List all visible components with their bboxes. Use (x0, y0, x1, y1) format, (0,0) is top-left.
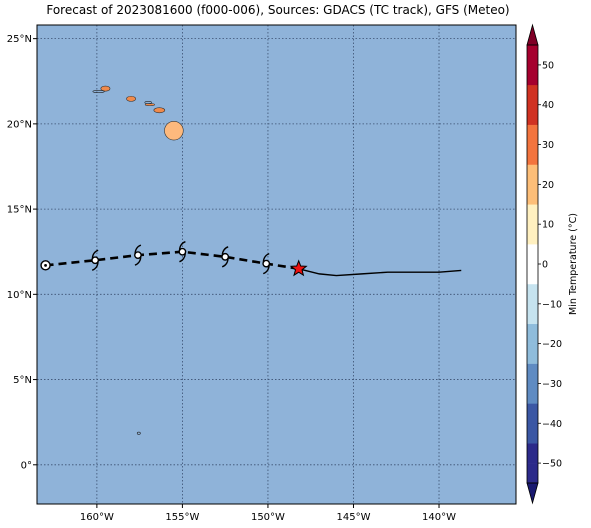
colorbar-band (527, 104, 538, 125)
colorbar-band (527, 423, 538, 444)
island-shape (153, 107, 166, 114)
lat-tick-label: 15°N (7, 205, 32, 216)
colorbar-band (527, 45, 538, 66)
lon-tick-label: 155°W (165, 512, 199, 523)
colorbar-title: Min Temperature (°C) (568, 213, 579, 315)
lon-tick-label: 150°W (251, 512, 285, 523)
hurricane-eye (178, 247, 187, 256)
axis-ticks: 160°W 155°W 150°W 145°W 140°W 25°N 20°N 15°N 10°… (7, 34, 456, 523)
hurricane-arm-top (134, 244, 142, 255)
hurricane-arm-bottom (91, 261, 99, 271)
islet-outline (144, 101, 152, 105)
colorbar-band (527, 303, 538, 325)
observed-track-line (298, 268, 462, 277)
colorbar-tick-label: −50 (542, 459, 562, 470)
colorbar-tick-label: −10 (542, 299, 562, 310)
map-title: Forecast of 2023081600 (f000-006), Sourc… (46, 3, 510, 17)
colorbar-band (527, 244, 538, 265)
hurricane-eye (221, 252, 230, 261)
colorbar: −50 −40 −30 −20 −10 0 10 20 30 40 50 Min Temperatur… (526, 23, 579, 505)
lon-tick-label: 140°W (422, 512, 456, 523)
circle-marker-center (44, 263, 47, 267)
colorbar-band (527, 184, 538, 205)
hurricane-symbol-icon (178, 241, 187, 263)
hurricane-arm-bottom (221, 257, 229, 268)
hurricane-arm-bottom (179, 252, 186, 263)
hurricane-symbol-icon (262, 252, 271, 275)
hurricane-arm-top (91, 249, 99, 260)
colorbar-tick-label: −20 (542, 339, 562, 350)
cyclone-track (40, 241, 462, 277)
island-shape (126, 95, 137, 102)
colorbar-band (527, 323, 538, 344)
colorbar-band (527, 343, 538, 364)
hurricane-arm-top (262, 252, 270, 263)
colorbar-band (527, 224, 538, 245)
hurricane-arm-bottom (262, 264, 270, 275)
lat-tick-label: 20°N (7, 119, 32, 130)
land-masses (92, 85, 184, 435)
hurricane-eye (262, 259, 271, 268)
colorbar-band (527, 443, 538, 464)
hurricane-eye (91, 256, 100, 265)
colorbar-band (527, 204, 538, 225)
hurricane-arm-bottom (134, 256, 142, 266)
lat-tick-label: 10°N (7, 290, 32, 301)
hurricane-arm-top (178, 241, 186, 251)
ocean-background (37, 25, 516, 504)
colorbar-band (527, 264, 538, 285)
colorbar-band (527, 64, 538, 86)
colorbar-tick-label: 40 (542, 100, 554, 111)
island-shape (100, 85, 111, 92)
colorbar-band (527, 84, 538, 106)
colorbar-band (527, 164, 538, 185)
lat-tick-label: 5°N (13, 375, 32, 386)
hurricane-arm-top (221, 246, 229, 256)
colorbar-tick-label: −30 (542, 379, 562, 390)
colorbar-band (527, 144, 538, 165)
colorbar-tick-label: 0 (542, 260, 548, 271)
hurricane-symbol-icon (134, 244, 142, 266)
lon-tick-label: 160°W (80, 512, 114, 523)
colorbar-tick-label: 50 (542, 60, 554, 71)
hurricane-symbol-icon (221, 246, 230, 268)
star-icon (289, 259, 308, 277)
colorbar-band (527, 463, 538, 484)
island-shape (164, 121, 184, 141)
colorbar-tick-label: 30 (542, 140, 554, 151)
colorbar-tick-label: 20 (542, 180, 554, 191)
islet-outline (92, 89, 105, 93)
hurricane-eye (134, 251, 142, 260)
hurricane-symbol-icon (91, 249, 100, 271)
lat-tick-label: 0° (21, 460, 32, 471)
colorbar-band (527, 283, 538, 305)
colorbar-tick-label: 10 (542, 220, 554, 231)
colorbar-extend-top (526, 23, 539, 46)
lat-tick-label: 25°N (7, 34, 32, 45)
lon-tick-label: 145°W (336, 512, 370, 523)
colorbar-tick-label: −40 (542, 419, 562, 430)
colorbar-extend-bottom (526, 482, 539, 505)
colorbar-band (527, 403, 538, 424)
colorbar-band (527, 124, 538, 145)
islet-outline (136, 431, 141, 435)
colorbar-band (527, 383, 538, 404)
colorbar-band (527, 363, 538, 384)
map-frame (36, 24, 517, 505)
